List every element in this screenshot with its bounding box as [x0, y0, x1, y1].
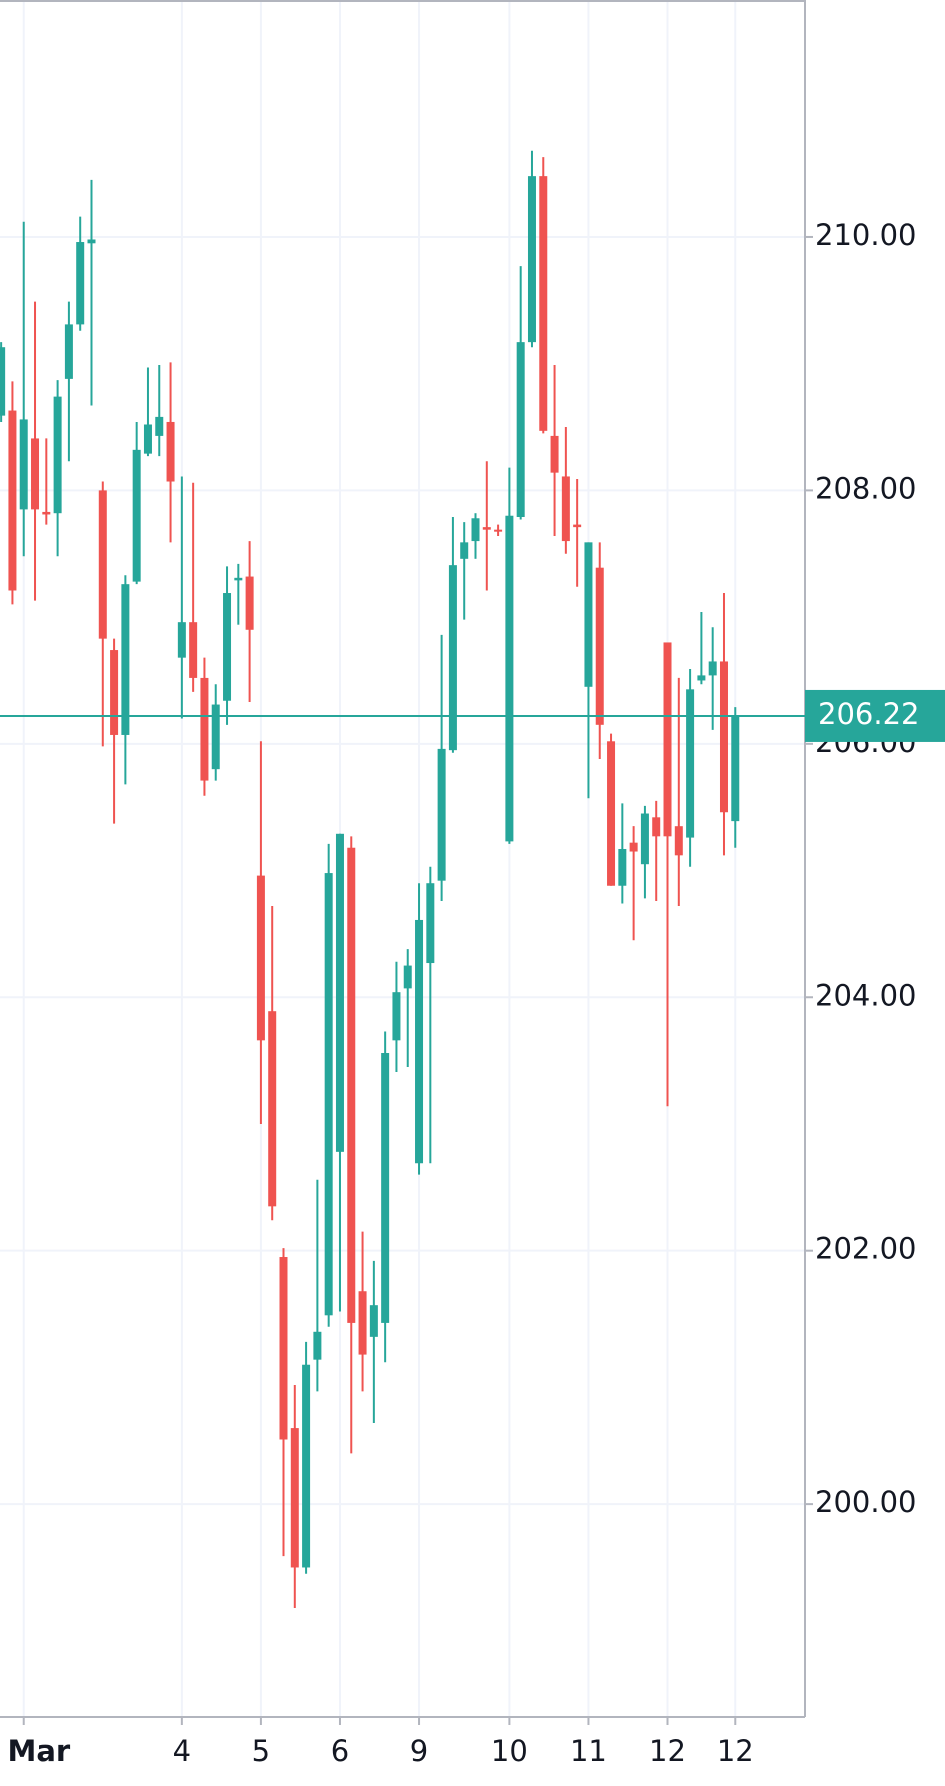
- candle-body: [0, 347, 6, 416]
- candle-body: [369, 1305, 378, 1337]
- candle-body: [166, 421, 175, 482]
- candle-body: [719, 661, 728, 813]
- candle-body: [234, 577, 243, 581]
- candle-body: [550, 435, 559, 473]
- x-tick-label: 11: [570, 1734, 607, 1768]
- candle-body: [177, 622, 186, 658]
- candle-body: [494, 529, 503, 532]
- candle-body: [245, 576, 254, 630]
- candle-body: [539, 176, 548, 431]
- candle-body: [223, 593, 232, 701]
- x-tick-label: 5: [252, 1734, 270, 1768]
- x-tick-label: 2 Mar: [0, 1734, 71, 1768]
- candle-body: [731, 715, 740, 822]
- candle-body: [426, 883, 435, 964]
- candle-body: [708, 661, 717, 676]
- candle-body: [437, 748, 446, 881]
- y-tick-label: 204.00: [815, 978, 916, 1012]
- candle-body: [279, 1257, 288, 1440]
- candle-body: [516, 342, 525, 518]
- last-price-label: 206.22: [818, 697, 919, 731]
- candle-body: [415, 919, 424, 1164]
- candle-body: [527, 176, 536, 343]
- candle-body: [268, 1011, 277, 1207]
- candle-body: [652, 817, 661, 837]
- candle-body: [42, 511, 51, 515]
- candle-body: [629, 842, 638, 852]
- y-tick-label: 208.00: [815, 471, 916, 505]
- candle-body: [19, 419, 28, 510]
- candle-body: [347, 847, 356, 1323]
- candle-body: [302, 1364, 311, 1568]
- candle-body: [290, 1428, 299, 1568]
- candle-body: [132, 449, 141, 582]
- candle-body: [358, 1291, 367, 1355]
- x-tick-label: 4: [173, 1734, 191, 1768]
- marks-layer: [0, 150, 805, 1609]
- candle-body: [324, 873, 333, 1316]
- candle-body: [64, 324, 73, 379]
- candle-body: [110, 650, 119, 735]
- y-tick-label: 200.00: [815, 1485, 916, 1519]
- candle-body: [211, 704, 220, 770]
- candle-body: [256, 875, 265, 1041]
- candle-body: [8, 410, 17, 591]
- x-tick-label: 6: [331, 1734, 349, 1768]
- last-price-tag: [805, 689, 945, 742]
- candle-body: [607, 741, 616, 886]
- candle-body: [381, 1053, 390, 1323]
- candle-body: [697, 675, 706, 681]
- candle-body: [143, 424, 152, 454]
- x-tick-label: 12: [717, 1734, 754, 1768]
- candle-body: [335, 833, 344, 1152]
- candle-body: [31, 438, 40, 510]
- candle-body: [155, 416, 164, 436]
- candle-body: [618, 848, 627, 886]
- grid-layer: [0, 0, 805, 1717]
- candle-body: [313, 1331, 322, 1360]
- candle-body: [87, 239, 96, 244]
- x-tick-label: 10: [491, 1734, 528, 1768]
- candle-body: [686, 689, 695, 838]
- candle-body: [448, 565, 457, 751]
- candle-body: [674, 826, 683, 856]
- candle-body: [471, 518, 480, 542]
- candle-body: [76, 242, 85, 325]
- x-tick-label: 9: [410, 1734, 428, 1768]
- candle-body: [482, 527, 491, 530]
- candle-body: [189, 622, 198, 678]
- candle-body: [460, 542, 469, 559]
- candle-body: [640, 813, 649, 865]
- candle-body: [403, 965, 412, 989]
- candle-body: [98, 490, 107, 639]
- y-tick-label: 210.00: [815, 218, 916, 252]
- candle-body: [392, 992, 401, 1041]
- candle-body: [573, 524, 582, 528]
- x-tick-label: 12: [649, 1734, 686, 1768]
- candle-body: [663, 642, 672, 837]
- candle-body: [584, 542, 593, 687]
- candle-body: [505, 515, 514, 842]
- y-tick-label: 202.00: [815, 1232, 916, 1266]
- candle-body: [595, 567, 604, 725]
- candle-body: [561, 476, 570, 542]
- candle-body: [53, 396, 62, 514]
- candle-body: [121, 584, 130, 735]
- candle-body: [200, 677, 209, 781]
